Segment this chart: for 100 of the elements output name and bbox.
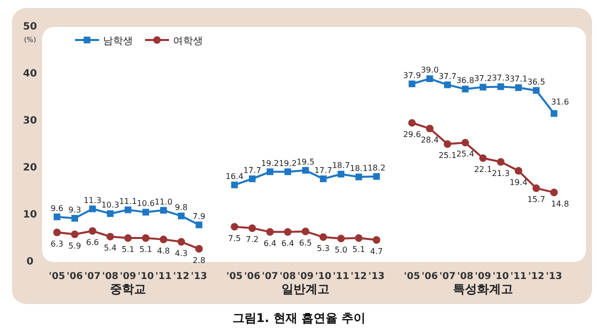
x-tick-label: '13 (190, 271, 208, 282)
data-label: 18.1 (350, 164, 368, 173)
data-label: 37.1 (510, 74, 528, 84)
point (532, 87, 540, 94)
x-tick-label: '05 (226, 271, 243, 282)
point (248, 224, 256, 232)
data-label: 17.7 (314, 166, 332, 175)
point (71, 214, 78, 222)
data-label: 21.3 (492, 168, 510, 178)
point (266, 168, 274, 176)
data-label: 25.4 (456, 150, 474, 159)
point (408, 119, 416, 127)
x-tick-label: '05 (404, 271, 420, 282)
y-tick-label: 10 (23, 210, 37, 220)
point (196, 222, 202, 228)
point (88, 227, 96, 235)
x-tick-label: '11 (332, 271, 350, 282)
point (178, 212, 185, 220)
point (444, 81, 451, 88)
data-label: 19.5 (296, 157, 314, 166)
point (160, 206, 167, 214)
x-tick-label: '08 (457, 271, 474, 282)
y-tick-label: 40 (23, 68, 37, 80)
x-tick-label: '07 (262, 271, 278, 282)
point (54, 214, 60, 220)
data-label: 19.2 (261, 158, 279, 168)
data-label: 5.4 (104, 244, 117, 253)
point (230, 222, 238, 231)
data-label: 5.1 (352, 245, 366, 254)
legend-label: 남학생 (103, 36, 133, 47)
data-label: 11.0 (154, 197, 172, 206)
point (373, 173, 380, 180)
data-label: 37.9 (403, 70, 421, 80)
data-label: 28.4 (420, 136, 439, 145)
data-label: 9.6 (50, 204, 64, 213)
x-tick-label: '12 (528, 271, 544, 282)
point (124, 234, 132, 242)
point (142, 208, 150, 216)
data-label: 16.4 (226, 172, 244, 181)
data-label: 36.5 (527, 77, 546, 86)
text: 그림1. 현재 흡연율 추이 (232, 311, 366, 325)
data-label: 19.2 (278, 158, 297, 168)
data-label: 11.3 (84, 196, 102, 205)
x-tick-label: '11 (510, 271, 527, 282)
text: 일반계고 (282, 282, 330, 296)
x-tick-label: '11 (155, 271, 172, 282)
point (106, 210, 114, 217)
data-label: 31.6 (551, 97, 569, 106)
legend-label: 여학생 (173, 36, 203, 47)
data-label: 22.1 (474, 165, 492, 174)
data-label: 29.6 (403, 130, 421, 139)
data-label: 7.2 (246, 235, 259, 244)
data-label: 9.8 (174, 202, 188, 212)
point (70, 230, 79, 238)
point (354, 234, 363, 242)
point (195, 245, 203, 253)
data-label: 4.7 (370, 246, 383, 256)
data-label: 9.3 (68, 205, 82, 214)
point (479, 154, 487, 162)
point (408, 80, 416, 88)
point (320, 175, 327, 182)
x-tick-label: '10 (492, 271, 510, 282)
x-tick-label: '07 (439, 271, 456, 282)
data-label: 14.8 (551, 199, 569, 208)
x-tick-label: '09 (120, 271, 136, 282)
data-label: 15.7 (527, 195, 546, 204)
data-label: 5.1 (139, 245, 152, 254)
point (550, 188, 558, 196)
data-label: 37.2 (474, 74, 492, 84)
point (177, 238, 186, 246)
data-label: 5.3 (316, 244, 330, 254)
point (284, 228, 292, 236)
data-label: 25.1 (438, 151, 456, 160)
point (532, 184, 540, 192)
y-tick-label: 30 (23, 116, 37, 126)
point (302, 166, 309, 174)
x-tick-label: '09 (474, 271, 492, 282)
data-label: 6.6 (86, 238, 99, 247)
point (142, 234, 150, 242)
point (319, 233, 328, 241)
point (302, 228, 310, 236)
data-label: 37.3 (492, 74, 510, 83)
point (480, 84, 486, 91)
point (444, 140, 452, 148)
y-tick-label: 20 (23, 162, 37, 174)
data-label: 7.9 (192, 212, 206, 221)
x-tick-label: '13 (368, 271, 385, 282)
point (496, 158, 505, 166)
x-tick-label: '06 (66, 271, 84, 282)
text: 특성화계고 (453, 282, 513, 296)
point (355, 174, 362, 180)
point (426, 124, 434, 132)
data-label: 5.0 (334, 246, 348, 254)
point (231, 182, 238, 188)
point (106, 232, 114, 240)
point (338, 170, 344, 178)
x-tick-label: '07 (84, 271, 101, 282)
y-tick-label: 50 (23, 22, 37, 32)
point (515, 84, 522, 91)
data-label: 6.5 (299, 238, 312, 248)
